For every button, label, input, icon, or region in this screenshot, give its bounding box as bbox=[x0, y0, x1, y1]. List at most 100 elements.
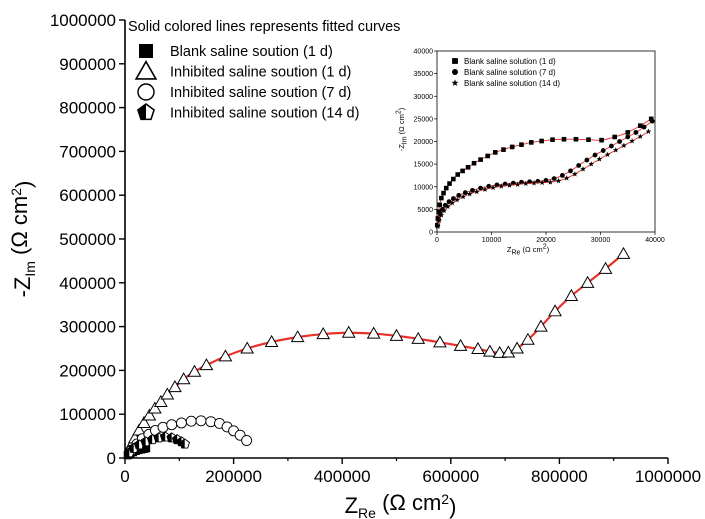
inset-y-tick-label: 0 bbox=[429, 230, 433, 237]
data-point bbox=[598, 261, 613, 274]
inset-data-point bbox=[555, 177, 562, 184]
data-point bbox=[218, 349, 233, 362]
inset-y-tick-label: 20000 bbox=[414, 139, 434, 146]
legend-marker bbox=[137, 103, 155, 121]
data-point bbox=[176, 372, 191, 385]
inset-plot: 0 10000 20000 30000 40000 0 5000 10000 15000 2000… bbox=[396, 49, 665, 257]
inset-legend-marker bbox=[452, 58, 458, 64]
inset-y-tick-label: 5000 bbox=[417, 207, 433, 214]
inset-data-point bbox=[494, 182, 500, 188]
y-tick-label: 700000 bbox=[59, 142, 116, 161]
data-point bbox=[264, 334, 279, 347]
inset-data-point bbox=[649, 118, 655, 124]
inset-data-point bbox=[576, 163, 582, 168]
y-tick-label: 200000 bbox=[59, 361, 116, 380]
inset-data-point bbox=[621, 142, 627, 148]
data-point bbox=[471, 341, 485, 354]
inset-data-point bbox=[449, 200, 456, 206]
inset-data-point bbox=[450, 196, 456, 201]
inset-x-tick-label: 10000 bbox=[482, 237, 502, 244]
inset-data-point bbox=[443, 185, 449, 191]
inset-y-axis-title: -ZIm (Ω cm2) bbox=[396, 107, 409, 151]
data-point bbox=[411, 331, 426, 344]
data-point bbox=[187, 364, 202, 377]
y-tick-label: 400000 bbox=[59, 274, 116, 293]
inset-data-point bbox=[478, 185, 483, 191]
inset-x-tick-label: 0 bbox=[435, 237, 439, 244]
data-point bbox=[195, 415, 207, 427]
inset-data-point bbox=[584, 157, 590, 163]
legend-marker bbox=[137, 83, 155, 101]
inset-data-point bbox=[478, 157, 483, 162]
inset-data-point bbox=[434, 223, 441, 229]
data-point bbox=[580, 275, 595, 288]
inset-data-point bbox=[490, 184, 496, 191]
y-tick-label: 300000 bbox=[59, 318, 116, 337]
data-point bbox=[433, 335, 447, 348]
inset-y-tick-label: 25000 bbox=[414, 116, 434, 123]
series-3 bbox=[124, 431, 191, 458]
inset-data-point bbox=[498, 183, 505, 189]
data-point bbox=[316, 326, 331, 340]
inset-data-point bbox=[629, 138, 635, 144]
inset-data-point bbox=[637, 123, 643, 128]
inset-y-tick-label: 10000 bbox=[414, 184, 434, 191]
inset-data-point bbox=[568, 168, 573, 174]
inset-data-point bbox=[485, 153, 490, 159]
data-point bbox=[166, 419, 178, 431]
inset-data-point bbox=[436, 217, 443, 224]
main-legend: Solid colored lines represents fitted cu… bbox=[128, 19, 400, 122]
data-point bbox=[240, 341, 255, 354]
inset-data-point bbox=[573, 136, 579, 142]
data-point bbox=[153, 394, 168, 407]
inset-data-point bbox=[514, 181, 521, 187]
inset-data-point bbox=[612, 147, 619, 153]
x-tick-label: 200000 bbox=[205, 467, 262, 486]
data-point bbox=[341, 325, 356, 338]
inset-data-point bbox=[456, 192, 462, 198]
inset-data-point bbox=[528, 140, 534, 145]
inset-data-point bbox=[551, 176, 557, 182]
data-point bbox=[389, 328, 404, 341]
data-point bbox=[179, 438, 191, 449]
inset-data-point bbox=[460, 193, 466, 200]
y-tick-label: 0 bbox=[107, 449, 116, 468]
legend-label: Inhibited saline soution (1 d) bbox=[170, 65, 351, 81]
y-tick-label: 1000000 bbox=[50, 11, 116, 30]
inset-data-point bbox=[539, 138, 544, 144]
data-point bbox=[176, 417, 187, 429]
inset-data-point bbox=[561, 136, 567, 142]
inset-data-point bbox=[559, 173, 565, 178]
data-point bbox=[137, 415, 151, 428]
inset-data-point bbox=[502, 181, 508, 187]
inset-data-point bbox=[454, 196, 461, 203]
inset-data-point bbox=[441, 207, 447, 214]
inset-data-point bbox=[466, 191, 473, 197]
inset-data-point bbox=[510, 180, 516, 186]
inset-data-point bbox=[586, 137, 591, 142]
y-tick-label: 800000 bbox=[59, 99, 116, 118]
inset-data-point bbox=[441, 190, 446, 196]
series-1 bbox=[123, 246, 631, 453]
main-plot: 0 200000 400000 600000 800000 100000001000002… bbox=[7, 11, 701, 519]
inset-series-0 bbox=[434, 116, 654, 228]
inset-data-point bbox=[470, 187, 475, 193]
inset-data-point bbox=[572, 171, 578, 177]
inset-data-point bbox=[482, 186, 488, 192]
inset-data-point bbox=[531, 180, 537, 186]
inset-data-point bbox=[625, 134, 631, 140]
inset-data-point bbox=[465, 164, 471, 170]
data-point bbox=[534, 319, 548, 332]
inset-data-point bbox=[437, 202, 443, 208]
data-point bbox=[147, 401, 162, 414]
data-point bbox=[564, 288, 579, 301]
inset-data-point bbox=[600, 148, 606, 153]
data-point bbox=[168, 379, 182, 393]
inset-data-point bbox=[609, 143, 614, 149]
data-point bbox=[510, 341, 524, 354]
inset-data-point bbox=[588, 161, 595, 167]
inset-data-point bbox=[539, 179, 546, 186]
x-axis-title: ZRe (Ω cm2) bbox=[345, 490, 457, 519]
inset-data-point bbox=[648, 116, 654, 122]
